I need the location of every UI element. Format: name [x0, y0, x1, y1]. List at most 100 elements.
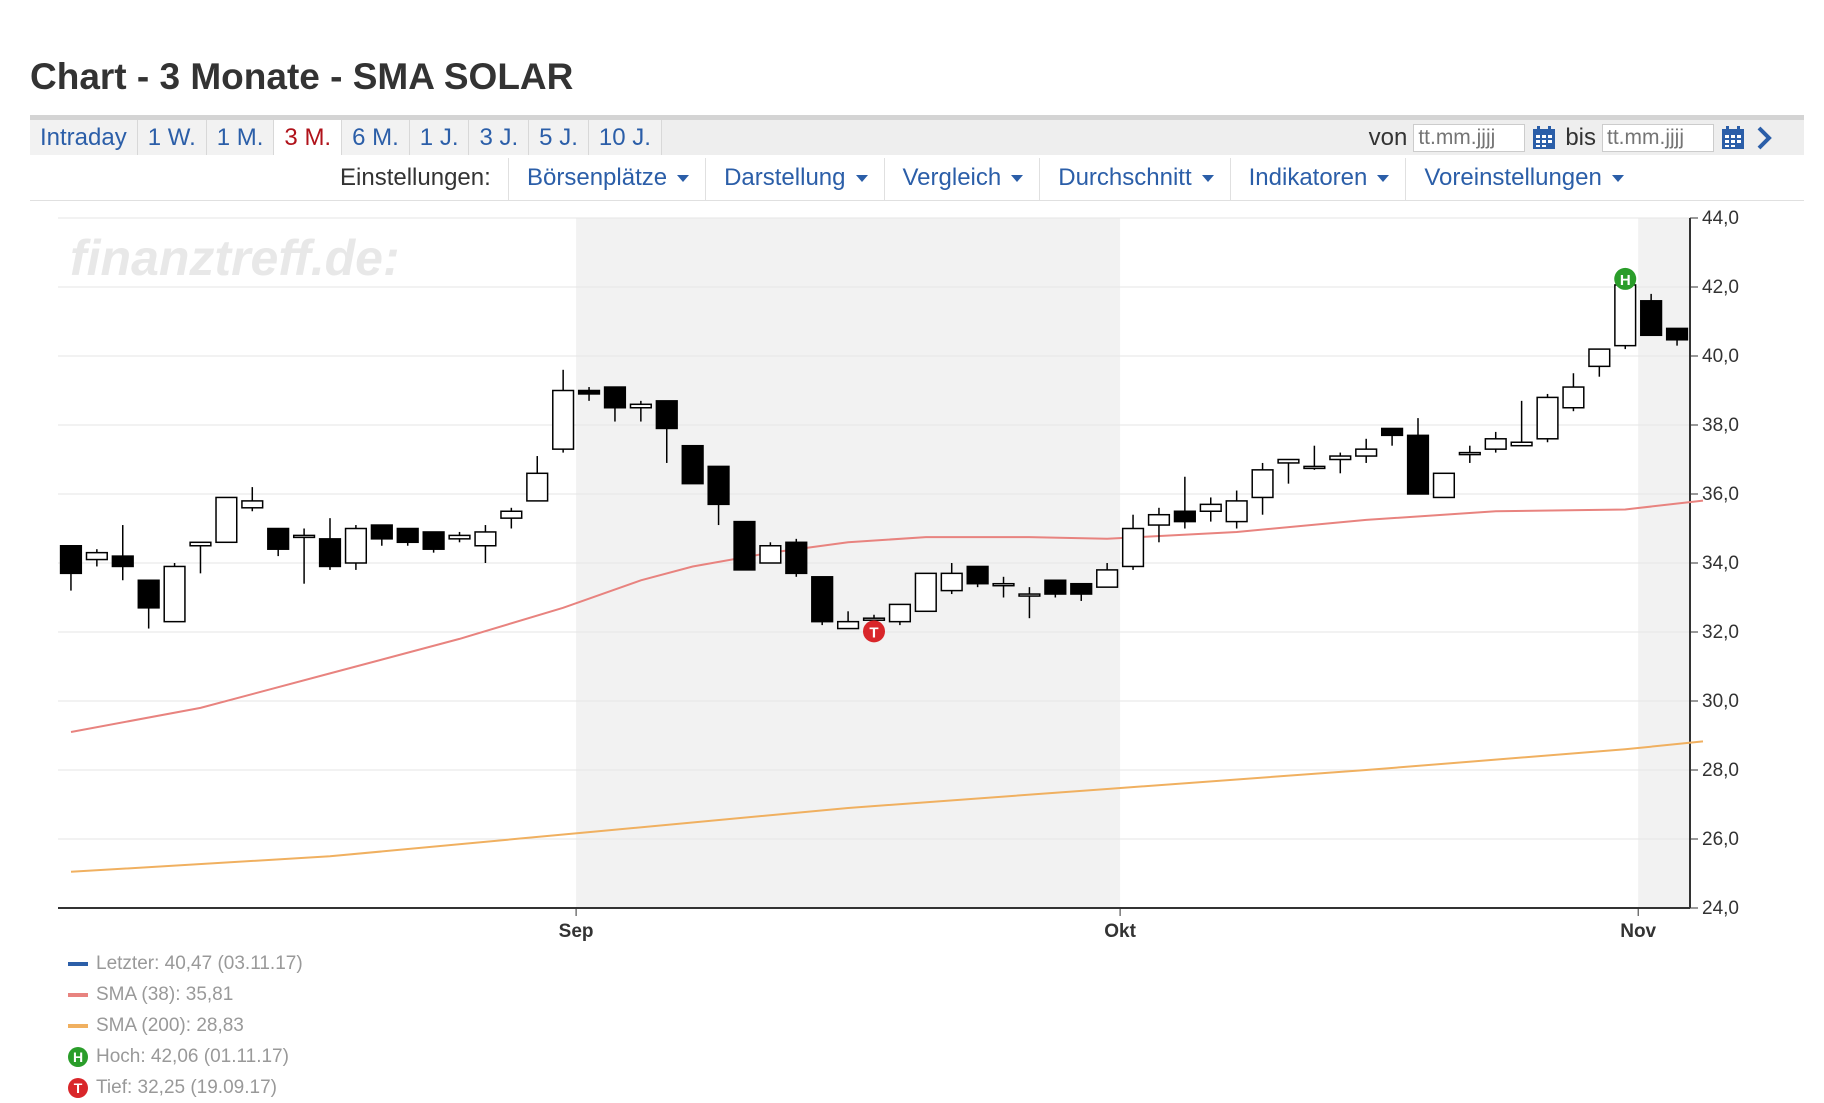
high-marker [1614, 267, 1637, 290]
range-tab[interactable]: 6 M. [342, 120, 410, 155]
candle-body [1121, 527, 1145, 568]
candle-body [500, 510, 523, 519]
settings-menus: Börsenplätze Darstellung Vergleich Durchsch… [508, 158, 1640, 200]
legend-item: SMA (200): 28,83 [68, 1010, 303, 1041]
settings-menu-label: Darstellung [724, 164, 846, 191]
y-tick-label: 34,0 [1702, 553, 1739, 574]
legend-swatch [68, 961, 88, 966]
candle-body [681, 444, 704, 485]
range-tab[interactable]: 10 J. [588, 120, 662, 155]
range-tab[interactable]: 1 M. [206, 120, 275, 155]
candle-body [1355, 448, 1378, 457]
candle-body [759, 545, 782, 564]
candle-body [1380, 427, 1404, 437]
candle-body [733, 520, 756, 571]
y-tick-label: 26,0 [1702, 829, 1739, 850]
candle-body [1277, 458, 1300, 464]
candle-body [1510, 441, 1533, 447]
range-tab[interactable]: 3 M. [274, 120, 343, 155]
y-tick-label: 42,0 [1702, 277, 1739, 298]
high-marker-icon: H [68, 1046, 88, 1067]
legend-label: SMA (200): 28,83 [96, 1014, 244, 1036]
page-title: Chart - 3 Monate - SMA SOLAR [30, 56, 574, 97]
candle-body [836, 620, 860, 630]
candle-body [111, 555, 134, 568]
range-tab[interactable]: 1 W. [137, 120, 207, 155]
candle-body [59, 545, 83, 575]
candle-body [1096, 569, 1119, 588]
candle-body [1173, 510, 1196, 523]
x-tick-label: Sep [559, 921, 594, 942]
candle-body [1432, 472, 1456, 499]
low-marker-icon: T [68, 1077, 88, 1098]
high-marker-label: H [1620, 272, 1631, 289]
candle-body [1536, 396, 1559, 440]
y-tick-label: 30,0 [1702, 691, 1739, 712]
candle-body [526, 472, 549, 502]
caret-down-icon [1611, 175, 1624, 183]
caret-down-icon [855, 175, 868, 183]
candle-body [163, 565, 186, 623]
legend-label: Tief: 32,25 (19.09.17) [96, 1076, 277, 1098]
x-tick-label: Nov [1620, 921, 1656, 942]
to-date-input[interactable] [1602, 123, 1714, 152]
settings-menu-label: Durchschnitt [1058, 164, 1192, 191]
candle-body [1251, 469, 1274, 499]
settings-menu[interactable]: Börsenplätze [508, 158, 705, 200]
settings-menu-label: Vergleich [902, 164, 1002, 191]
y-tick-label: 38,0 [1702, 415, 1739, 436]
candle-body [1225, 500, 1248, 523]
low-marker [863, 620, 885, 643]
range-tab[interactable]: 1 J. [409, 120, 470, 155]
legend-item: SMA (38): 35,81 [68, 979, 303, 1010]
candle-body [215, 496, 238, 544]
from-date-input[interactable] [1413, 123, 1526, 152]
candle-body [966, 565, 989, 585]
x-tick-label: Okt [1104, 921, 1136, 942]
candle-body [318, 538, 342, 568]
candle-body [811, 576, 834, 623]
legend-swatch [68, 992, 88, 997]
legend-label: Hoch: 42,06 (01.11.17) [96, 1045, 289, 1067]
candle-body [292, 534, 316, 539]
settings-menu-label: Voreinstellungen [1424, 164, 1602, 191]
y-tick-label: 24,0 [1702, 898, 1739, 919]
settings-menu[interactable]: Vergleich [883, 158, 1040, 200]
low-marker-label: T [869, 624, 878, 641]
candle-body [785, 541, 808, 575]
settings-menu[interactable]: Voreinstellungen [1405, 158, 1639, 200]
candle-body [1018, 593, 1041, 597]
range-toolbar: Intraday 1 W. 1 M. 3 M. 6 M. 1 J. 3 J. 5 J. 10 J… [30, 115, 1804, 155]
candle-body [1588, 348, 1611, 368]
settings-menu-label: Börsenplätze [527, 164, 668, 191]
chevron-right-icon[interactable] [1754, 125, 1774, 151]
calendar-icon[interactable] [1720, 125, 1746, 151]
range-tab[interactable]: Intraday [30, 120, 138, 155]
candle-body [189, 541, 212, 547]
settings-menu[interactable]: Indikatoren [1229, 158, 1406, 200]
candle-body [1562, 386, 1585, 409]
from-label: von [1368, 123, 1408, 151]
caret-down-icon [1201, 175, 1214, 183]
range-tab[interactable]: 3 J. [469, 120, 530, 155]
candle-body [1406, 434, 1430, 495]
date-range: von bis [1369, 120, 1774, 155]
settings-menu[interactable]: Durchschnitt [1039, 158, 1229, 200]
candle-body [422, 531, 445, 550]
sma200-line [70, 740, 1704, 873]
caret-down-icon [1377, 175, 1390, 183]
candle-body [1640, 300, 1663, 337]
sma38-line [70, 499, 1704, 733]
legend-item: H Hoch: 42,06 (01.11.17) [68, 1041, 303, 1072]
calendar-icon[interactable] [1531, 125, 1557, 151]
range-tab[interactable]: 5 J. [529, 120, 589, 155]
candle-body [1147, 513, 1171, 526]
y-tick-label: 28,0 [1702, 760, 1739, 781]
candle-body [1458, 451, 1481, 456]
y-tick-label: 36,0 [1702, 484, 1739, 505]
settings-menu[interactable]: Darstellung [705, 158, 883, 200]
candle-body [267, 527, 290, 550]
candle-body [448, 534, 471, 540]
candle-body [1199, 503, 1222, 513]
candle-body [1329, 455, 1352, 461]
